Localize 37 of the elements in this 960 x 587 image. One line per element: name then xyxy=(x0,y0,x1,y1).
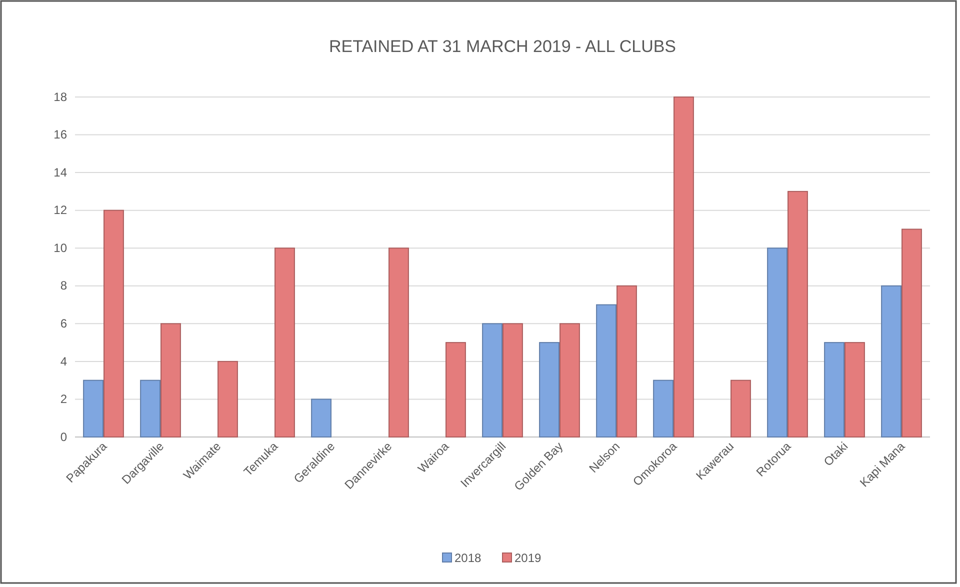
bar xyxy=(160,323,181,438)
bar xyxy=(502,323,523,438)
bar xyxy=(881,285,902,438)
bar xyxy=(218,360,238,438)
bar xyxy=(140,380,160,438)
y-tick-label: 8 xyxy=(60,278,68,293)
bar xyxy=(560,323,580,438)
y-tick-label: 0 xyxy=(60,430,68,444)
legend-label: 2019 xyxy=(514,551,542,565)
bar xyxy=(274,248,295,438)
bar xyxy=(824,342,844,438)
bar xyxy=(482,323,502,438)
legend-label: 2018 xyxy=(454,551,482,565)
bar xyxy=(788,190,808,438)
bar xyxy=(539,342,560,438)
bar xyxy=(767,248,788,438)
bar xyxy=(653,380,674,438)
y-tick-label: 12 xyxy=(54,203,68,218)
y-tick-label: 2 xyxy=(60,392,68,406)
bar xyxy=(616,285,637,438)
bar xyxy=(83,380,104,438)
bar xyxy=(104,210,124,438)
y-tick-label: 14 xyxy=(54,165,68,180)
y-tick-label: 16 xyxy=(54,128,68,142)
bar xyxy=(674,96,694,438)
bar xyxy=(388,248,409,438)
y-tick-label: 4 xyxy=(60,354,68,368)
bar xyxy=(311,398,332,438)
y-tick-label: 10 xyxy=(54,240,68,255)
y-tick-label: 18 xyxy=(54,90,68,104)
bar xyxy=(446,342,466,438)
bar xyxy=(730,380,751,438)
bar xyxy=(902,228,922,438)
y-tick-label: 6 xyxy=(60,316,68,331)
bar xyxy=(844,342,865,438)
bar xyxy=(596,304,616,438)
chart-title: RETAINED AT 31 MARCH 2019 - ALL CLUBS xyxy=(328,37,676,56)
